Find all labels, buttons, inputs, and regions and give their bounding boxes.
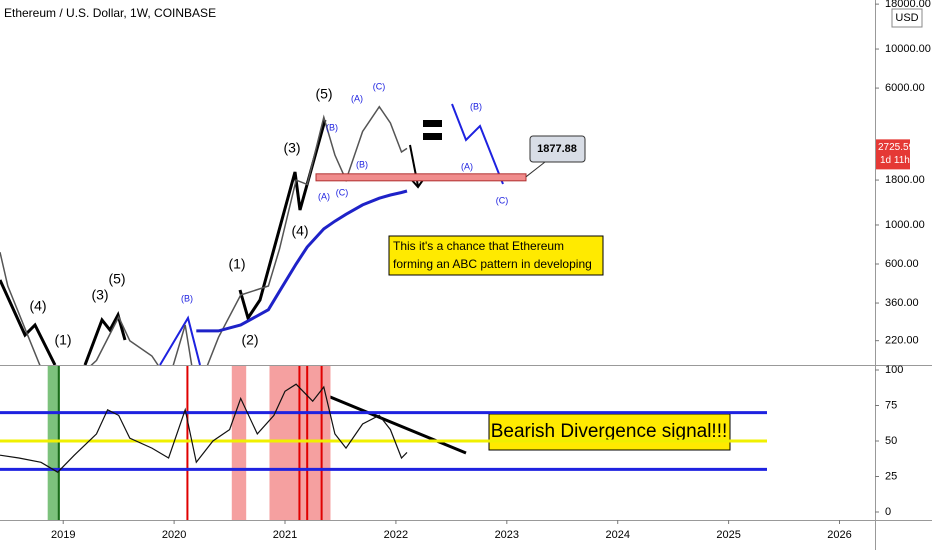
wave-label: (3) xyxy=(283,140,300,156)
rsi-tick-label: 25 xyxy=(885,470,897,482)
annotation-box xyxy=(488,413,731,451)
callout-box xyxy=(529,135,586,163)
currency-box xyxy=(891,8,923,28)
wave-label: (4) xyxy=(291,223,308,239)
currency: USD xyxy=(895,12,918,24)
wave-label: (1) xyxy=(54,332,71,348)
wave-label: (5) xyxy=(108,271,125,287)
wave-label: (C) xyxy=(373,81,386,91)
note: This it's a chance that Ethereum xyxy=(393,239,564,253)
series-line xyxy=(196,189,408,333)
x-tick-label: 2021 xyxy=(273,529,297,541)
last-price: 2725.59 xyxy=(878,142,915,153)
rsi-tick-label: 75 xyxy=(885,399,897,411)
wave-line-b xyxy=(159,315,201,366)
callout-label: 1877.88 xyxy=(537,143,577,155)
wave-label: (2) xyxy=(241,332,258,348)
y-tick-label: 360.00 xyxy=(885,297,919,309)
wave-label: (1) xyxy=(228,256,245,272)
series-line xyxy=(0,105,408,365)
wave-label: (A) xyxy=(318,191,330,201)
wave-label: (C) xyxy=(336,187,349,197)
rsi-tick-label: 100 xyxy=(885,364,903,376)
projected-abc xyxy=(451,103,504,185)
series-line xyxy=(0,383,408,473)
last-price-box xyxy=(876,139,910,170)
note-box xyxy=(388,235,604,276)
y-tick-label: 10000.00 xyxy=(885,43,931,55)
y-tick-label: 600.00 xyxy=(885,258,919,270)
equals-bar xyxy=(423,133,442,140)
signal-zone xyxy=(47,366,60,520)
wave-label: (4) xyxy=(29,298,46,314)
signal-zone xyxy=(231,366,247,520)
x-tick-label: 2022 xyxy=(384,529,408,541)
wave-label: (B) xyxy=(326,122,338,132)
x-tick-label: 2019 xyxy=(51,529,75,541)
note: forming an ABC pattern in developing xyxy=(393,257,592,271)
x-tick-label: 2023 xyxy=(495,529,519,541)
y-tick-label: 1800.00 xyxy=(885,174,925,186)
y-tick-label: 18000.00 xyxy=(885,0,931,10)
countdown: 1d 11h xyxy=(880,155,910,166)
callout-line xyxy=(525,161,546,178)
wave-label: (B) xyxy=(356,159,368,169)
y-tick-label: 1000.00 xyxy=(885,219,925,231)
chart-title: Ethereum / U.S. Dollar, 1W, COINBASE xyxy=(4,6,216,20)
wave-line xyxy=(83,310,127,365)
equals-bar xyxy=(423,120,442,127)
wave-lines xyxy=(0,119,327,365)
x-tick-label: 2020 xyxy=(162,529,186,541)
wave-label: (A) xyxy=(461,161,473,171)
rsi-tick-label: 50 xyxy=(885,435,897,447)
wave-label: (B) xyxy=(181,293,193,303)
x-tick-label: 2025 xyxy=(716,529,740,541)
x-tick-label: 2024 xyxy=(605,529,629,541)
wave-label: (3) xyxy=(91,287,108,303)
support-zone xyxy=(315,173,527,182)
wave-label: (C) xyxy=(496,195,509,205)
wave-label: (A) xyxy=(351,93,363,103)
wave-line xyxy=(238,119,327,322)
wave-line xyxy=(0,279,57,365)
wave-label: (5) xyxy=(315,86,332,102)
wave-label: (B) xyxy=(470,101,482,111)
x-tick-label: 2026 xyxy=(827,529,851,541)
y-tick-label: 220.00 xyxy=(885,335,919,347)
annotation: Bearish Divergence signal!!! xyxy=(491,421,728,442)
y-tick-label: 6000.00 xyxy=(885,82,925,94)
rsi-tick-label: 0 xyxy=(885,506,891,518)
